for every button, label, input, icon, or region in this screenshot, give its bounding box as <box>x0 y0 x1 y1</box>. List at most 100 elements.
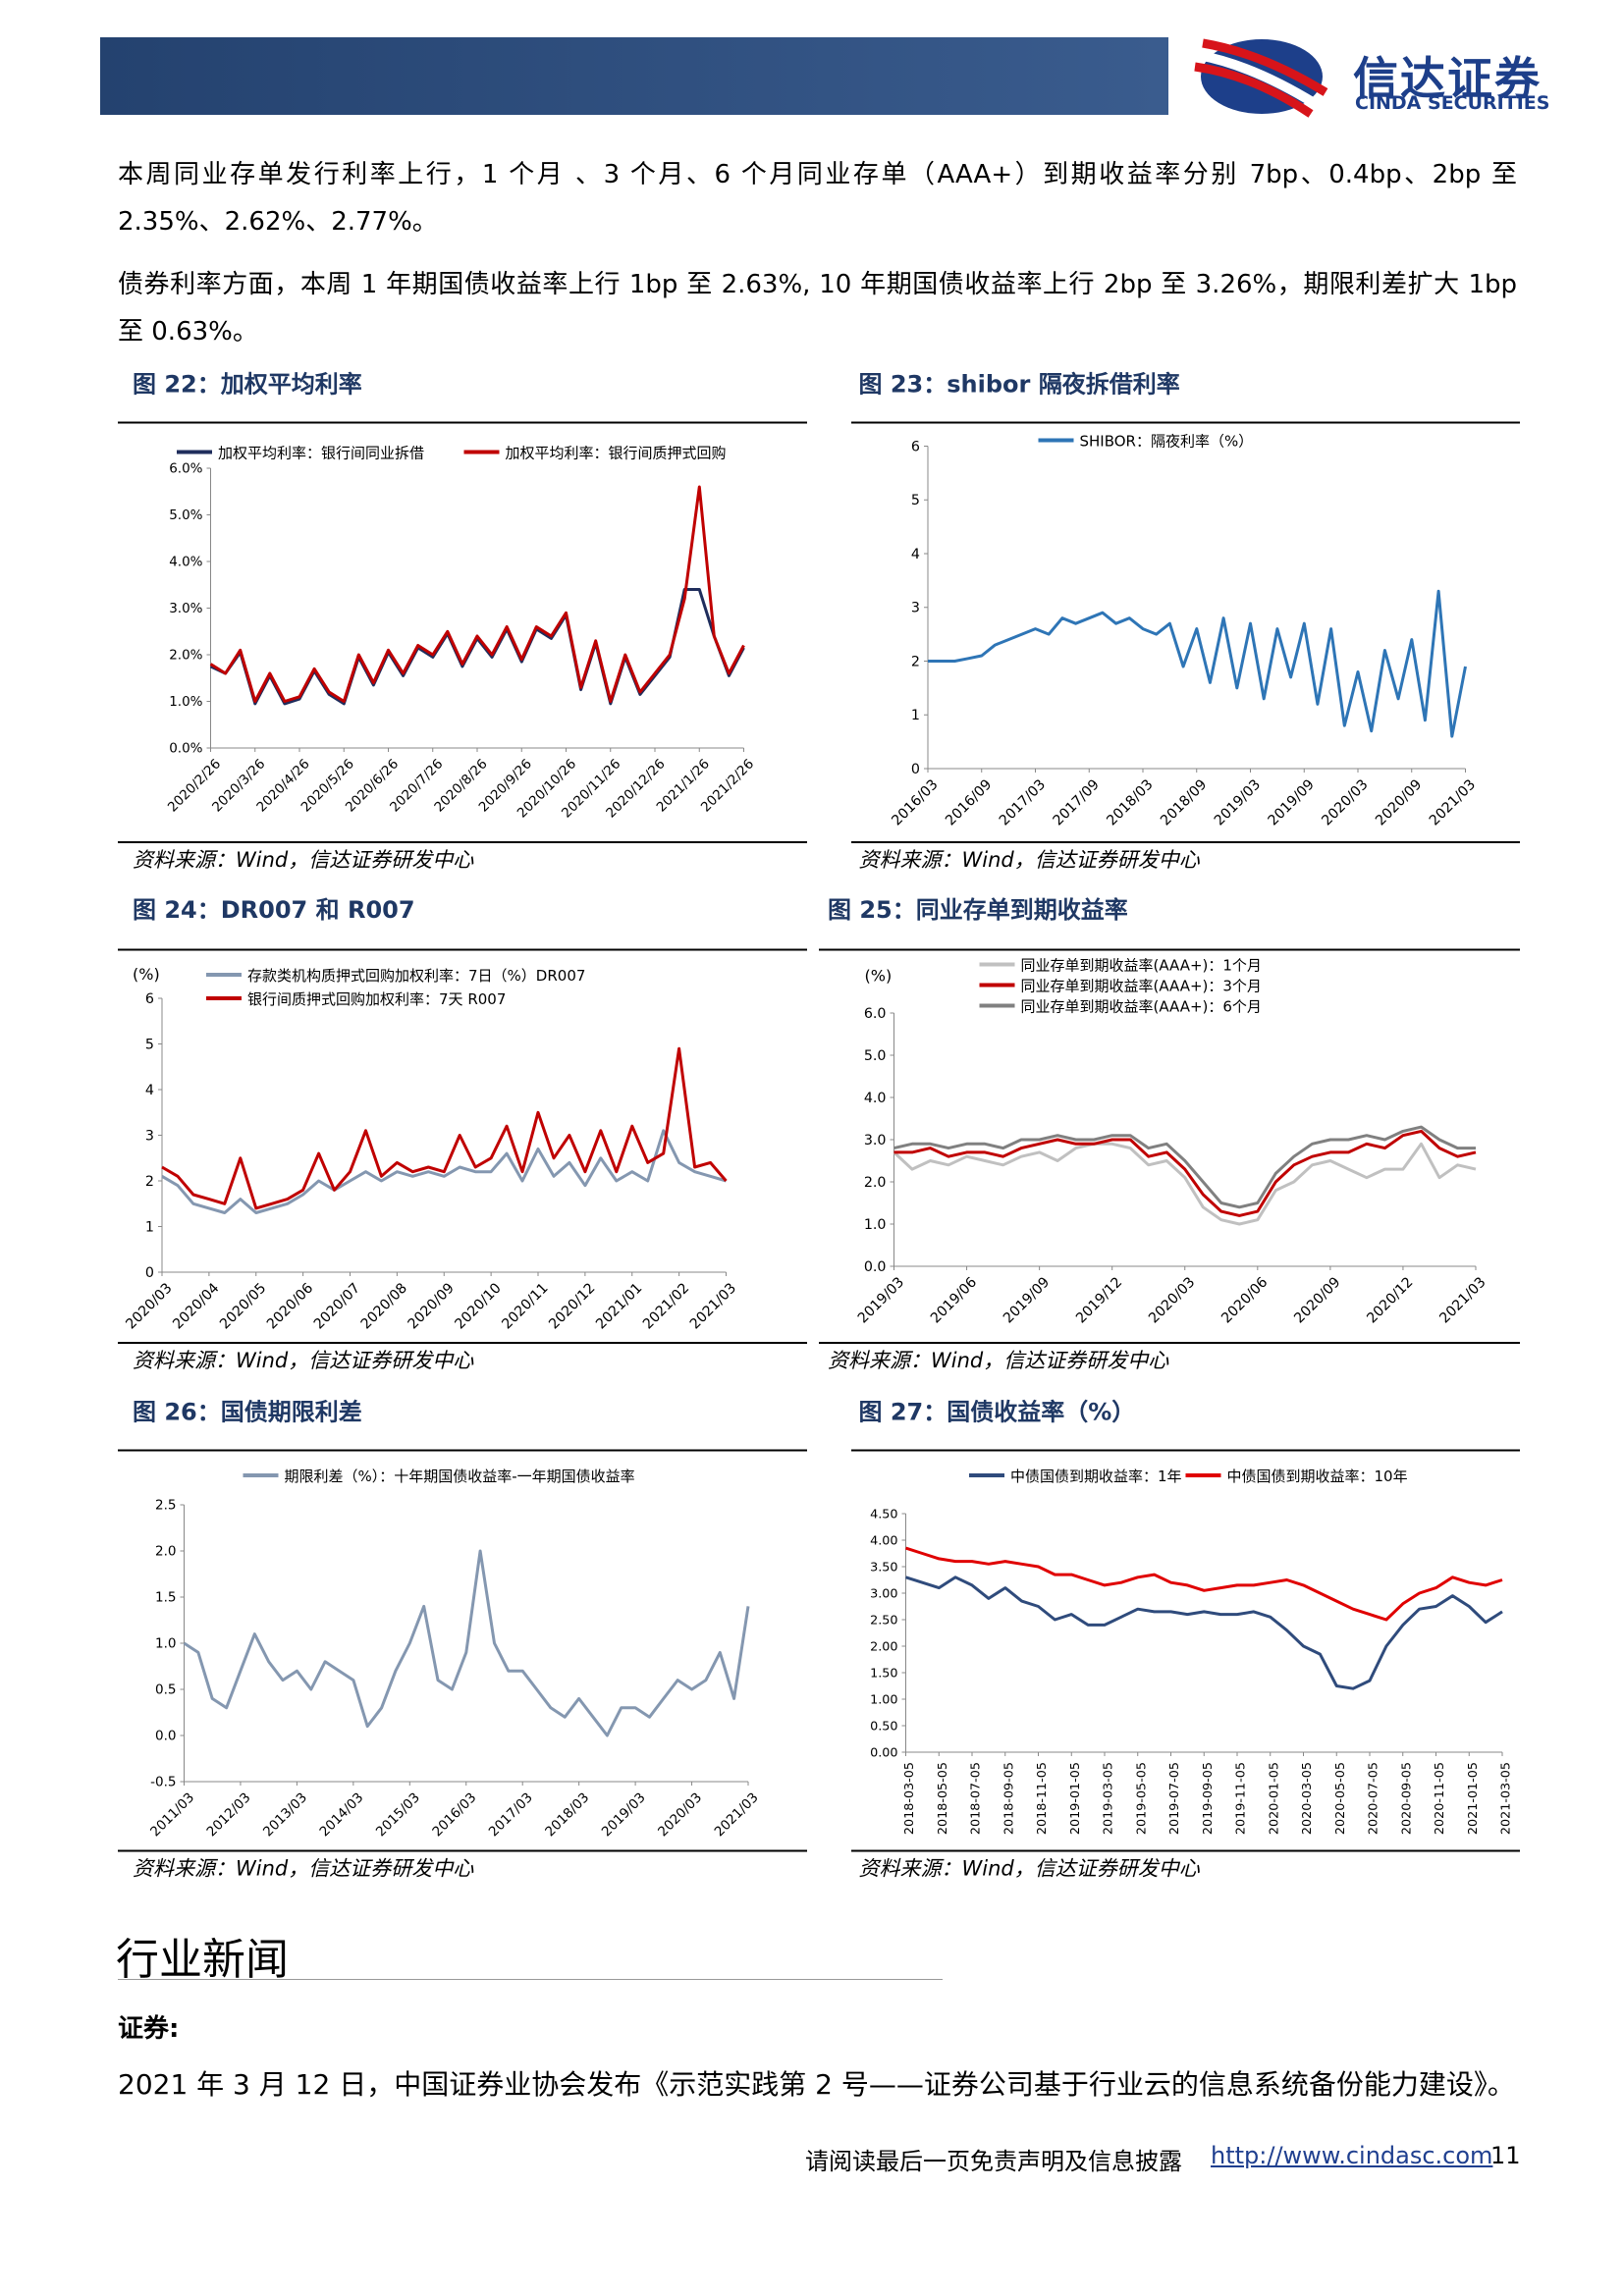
y-tick-label: 0.00 <box>870 1745 897 1760</box>
x-tick-label: 2020/03 <box>655 1789 705 1840</box>
y-tick-label: 6.0 <box>864 1006 887 1022</box>
x-tick-label: 2019/06 <box>928 1274 980 1326</box>
y-tick-label: 2.50 <box>870 1613 897 1628</box>
x-tick-label: 2018/09 <box>1158 776 1210 828</box>
line-series <box>893 1125 1476 1209</box>
legend-label: 中债国债到期收益率：10年 <box>1227 1468 1408 1485</box>
y-tick-label: 5.0% <box>169 507 202 523</box>
y-tick-label: 0 <box>911 762 920 777</box>
brand-en: CINDA SECURITIES <box>1355 92 1550 114</box>
y-tick-label: 3.0 <box>864 1133 887 1148</box>
legend-label: 同业存单到期收益率(AAA+)：3个月 <box>1021 978 1262 995</box>
y-tick-label: 6 <box>145 991 154 1007</box>
y-tick-label: 1 <box>911 708 920 723</box>
y-tick-label: 0.0 <box>864 1259 887 1275</box>
y-tick-label: 4 <box>911 547 920 562</box>
section-subtitle: 证券: <box>118 2014 180 2044</box>
logo <box>1194 38 1328 118</box>
legend-label: 加权平均利率：银行间同业拆借 <box>218 445 424 462</box>
paragraph: 债券利率方面，本周 1 年期国债收益率上行 1bp 至 2.63%, 10 年期… <box>118 270 1517 347</box>
figure-title: 图 23：shibor 隔夜拆借利率 <box>859 371 1180 399</box>
footer-disclaimer: 请阅读最后一页免责声明及信息披露 <box>805 2148 1182 2175</box>
line-series <box>893 1142 1477 1226</box>
x-tick-label: 2021-01-05 <box>1466 1762 1481 1835</box>
y-tick-label: 2.0 <box>864 1175 887 1191</box>
x-tick-label: 2021/03 <box>1436 1274 1489 1326</box>
figure-source: 资料来源：Wind，信达证券研发中心 <box>133 848 474 872</box>
paragraph: 2021 年 3 月 12 日，中国证券业协会发布《示范实践第 2 号——证券公… <box>118 2068 1515 2101</box>
x-tick-label: 2013/03 <box>260 1789 310 1840</box>
paragraph: 本周同业存单发行利率上行，1 个月 、3 个月、6 个月同业存单（AAA+）到期… <box>118 160 1517 237</box>
y-tick-label: 3.0% <box>169 601 202 616</box>
legend-label: SHIBOR：隔夜利率（%） <box>1080 433 1254 451</box>
y-tick-label: 1 <box>145 1219 154 1235</box>
legend-label: 存款类机构质押式回购加权利率：7日（%）DR007 <box>247 967 585 985</box>
line-series <box>183 1549 750 1737</box>
footer-url[interactable]: http://www.cindasc.com <box>1211 2142 1493 2169</box>
x-tick-label: 2021/03 <box>1427 776 1479 828</box>
y-tick-label: 4.00 <box>870 1533 897 1548</box>
x-tick-label: 2018-03-05 <box>902 1762 917 1835</box>
x-tick-label: 2016/09 <box>943 776 995 828</box>
figure-title: 图 27：国债收益率（%） <box>859 1399 1136 1426</box>
x-tick-label: 2020/07 <box>311 1280 363 1332</box>
x-tick-label: 2016/03 <box>889 776 941 828</box>
x-tick-label: 2020-03-05 <box>1300 1762 1315 1835</box>
y-tick-label: 1.00 <box>870 1692 897 1707</box>
line-series <box>209 485 745 703</box>
x-tick-label: 2019-05-05 <box>1134 1762 1149 1835</box>
line-series <box>893 1129 1477 1217</box>
x-tick-label: 2020/12 <box>1364 1274 1416 1326</box>
y-tick-label: 0.5 <box>155 1682 176 1698</box>
x-tick-label: 2020/03 <box>1146 1274 1198 1326</box>
figure-source: 资料来源：Wind，信达证券研发中心 <box>859 1857 1201 1881</box>
x-tick-label: 2019/03 <box>599 1789 649 1840</box>
x-tick-label: 2021/03 <box>712 1789 762 1840</box>
figure-source: 资料来源：Wind，信达证券研发中心 <box>133 1349 474 1372</box>
x-tick-label: 2015/03 <box>373 1789 423 1840</box>
y-tick-label: 4.0% <box>169 555 202 570</box>
y-tick-label: 2.5 <box>155 1498 176 1514</box>
x-tick-label: 2020/05 <box>217 1280 269 1332</box>
x-tick-label: 2019-09-05 <box>1201 1762 1216 1835</box>
legend-label: 期限利差（%）：十年期国债收益率-一年期国债收益率 <box>285 1468 635 1485</box>
x-tick-label: 2012/03 <box>204 1789 254 1840</box>
x-tick-label: 2014/03 <box>316 1789 366 1840</box>
figure-source: 资料来源：Wind，信达证券研发中心 <box>133 1857 474 1881</box>
y-tick-label: 0.50 <box>870 1719 897 1734</box>
x-tick-label: 2019-11-05 <box>1234 1762 1249 1835</box>
x-tick-label: 2017/09 <box>1051 776 1103 828</box>
x-tick-label: 2020/08 <box>358 1280 410 1332</box>
y-tick-label: 2 <box>145 1174 154 1190</box>
x-tick-label: 2019-01-05 <box>1068 1762 1083 1835</box>
y-tick-label: 1.5 <box>155 1590 176 1606</box>
y-tick-label: 1.0 <box>864 1217 887 1233</box>
x-tick-label: 2020-05-05 <box>1333 1762 1348 1835</box>
y-tick-label: 0.0 <box>155 1729 176 1744</box>
x-tick-label: 2020-11-05 <box>1433 1762 1447 1835</box>
header-bar <box>100 37 1168 115</box>
x-tick-label: 2018-11-05 <box>1035 1762 1050 1835</box>
x-tick-label: 2020/12 <box>546 1280 598 1332</box>
y-tick-label: 2.0% <box>169 648 202 664</box>
y-axis-label: (%) <box>133 965 160 984</box>
y-tick-label: 3.50 <box>870 1560 897 1575</box>
y-tick-label: 3.00 <box>870 1586 897 1601</box>
y-tick-label: 3 <box>145 1128 154 1144</box>
x-tick-label: 2017/03 <box>997 776 1049 828</box>
x-tick-label: 2019/09 <box>1266 776 1318 828</box>
x-tick-label: 2020-01-05 <box>1267 1762 1281 1835</box>
line-series <box>905 1575 1503 1690</box>
line-series <box>161 1129 727 1214</box>
x-tick-label: 2020/09 <box>1291 1274 1343 1326</box>
x-tick-label: 2016/03 <box>429 1789 479 1840</box>
x-tick-label: 2019/03 <box>855 1274 907 1326</box>
x-tick-label: 2020/03 <box>123 1280 175 1332</box>
y-tick-label: 2.0 <box>155 1544 176 1560</box>
y-tick-label: 6.0% <box>169 461 202 477</box>
legend-label: 中债国债到期收益率：1年 <box>1010 1468 1182 1485</box>
x-tick-label: 2018-09-05 <box>1001 1762 1016 1835</box>
figure-title: 图 25：同业存单到期收益率 <box>828 896 1128 924</box>
x-tick-label: 2020/10 <box>453 1280 505 1332</box>
